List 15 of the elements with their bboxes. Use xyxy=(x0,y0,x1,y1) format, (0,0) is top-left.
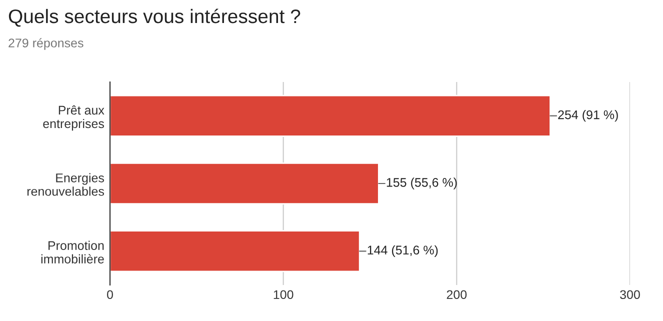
bar xyxy=(110,230,360,272)
bar xyxy=(110,162,380,204)
data-label: 254 (91 %) xyxy=(558,110,618,122)
y-tick-label: Energies renouvelables xyxy=(27,173,104,196)
y-tick-label: Prêt aux entreprises xyxy=(43,105,104,131)
bar xyxy=(110,94,551,137)
x-tick-label: 300 xyxy=(620,290,640,300)
chart-title: Quels secteurs vous intéressent ? xyxy=(8,8,300,27)
chart-subtitle: 279 réponses xyxy=(8,38,84,50)
data-label: 144 (51,6 %) xyxy=(368,245,438,257)
y-tick-label: Promotion immobilière xyxy=(41,240,104,264)
x-tick-label: 100 xyxy=(274,290,294,300)
x-tick-label: 200 xyxy=(446,290,467,300)
x-tick-label: 0 xyxy=(107,290,113,300)
data-label: 155 (55,6 %) xyxy=(386,178,457,190)
